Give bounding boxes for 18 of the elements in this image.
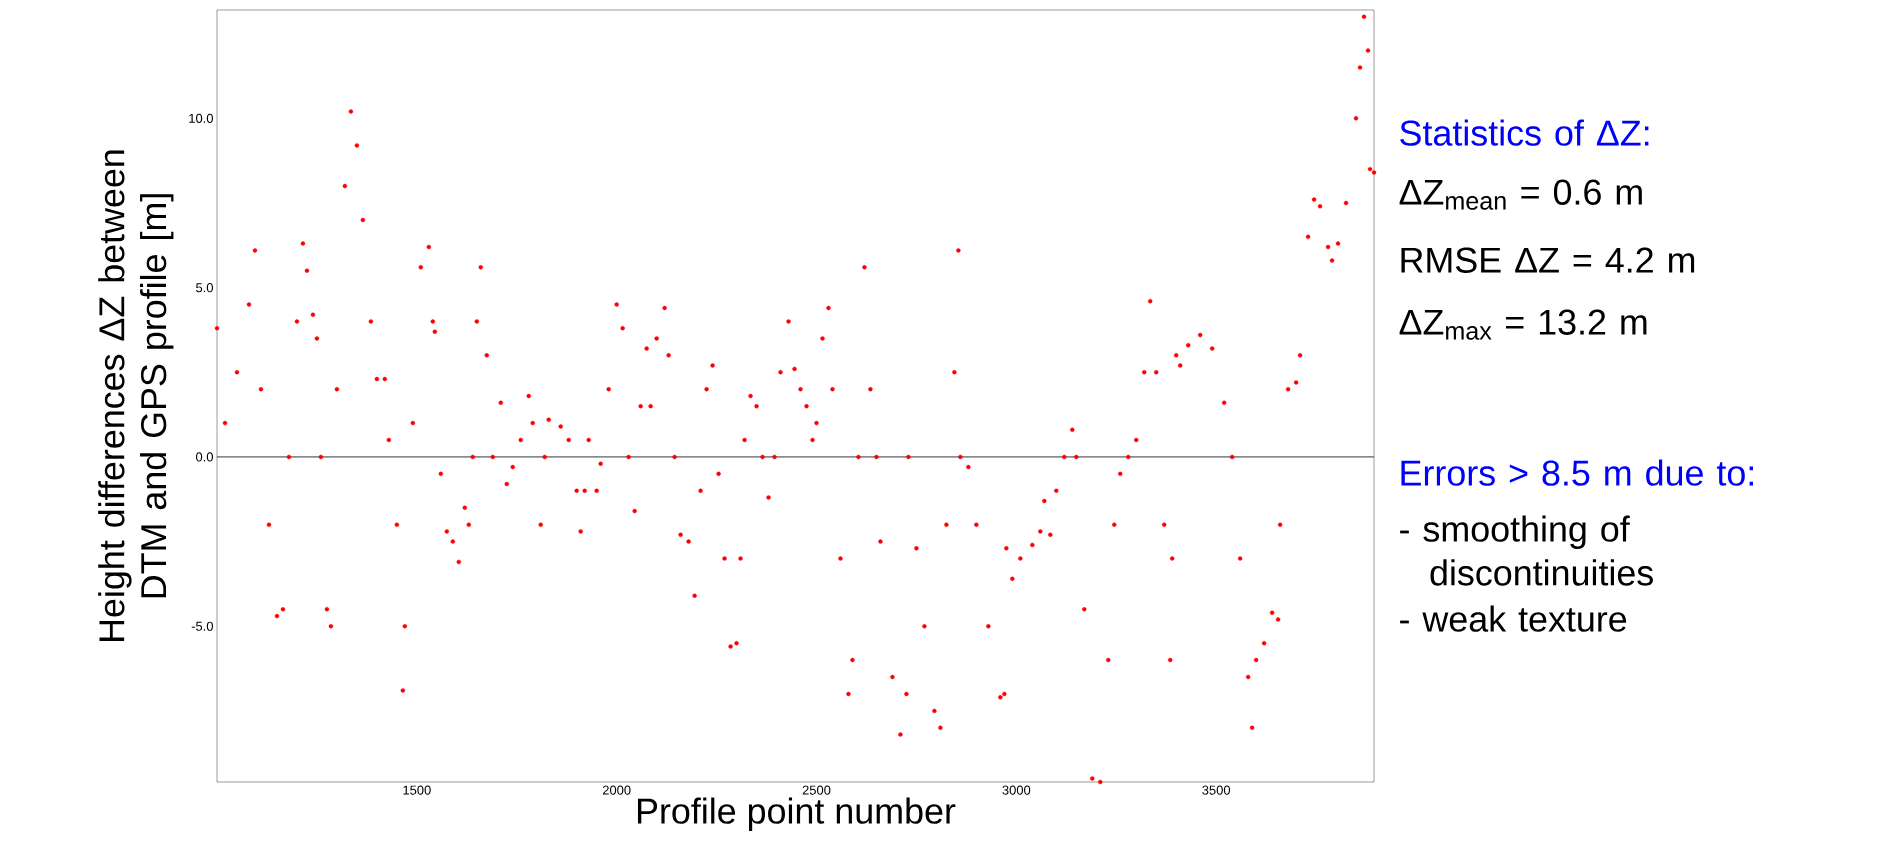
y-tick-label: 0.0 bbox=[195, 452, 213, 462]
text: ΔZ$_{mean}$ = 0.6 m bbox=[1399, 179, 1642, 210]
text: Statistics of ΔZ: bbox=[1400, 119, 1649, 146]
x-tick-label: 1500 bbox=[403, 785, 431, 795]
x-tick-label: 2500 bbox=[802, 785, 831, 795]
text: RMSE ΔZ = 4.2 m bbox=[1401, 247, 1695, 273]
text: - smoothing of discontinuities bbox=[1400, 515, 1653, 586]
y-tick-label: -5.0 bbox=[191, 621, 213, 631]
text: ΔZ$_{max}$ = 13.2 m bbox=[1399, 309, 1647, 340]
text: Errors > 8.5 m due to: bbox=[1401, 459, 1753, 486]
x-tick-label: 2000 bbox=[602, 785, 631, 795]
x-axis-title: Profile point number bbox=[637, 797, 956, 831]
text: - weak texture bbox=[1400, 605, 1627, 632]
y-axis-title: Height differences ΔZ between DTM and GPS profile [m] bbox=[98, 150, 174, 641]
x-tick-label: 3000 bbox=[1002, 785, 1031, 795]
y-tick-label: 5.0 bbox=[196, 283, 213, 293]
x-tick-label: 3500 bbox=[1202, 785, 1231, 795]
y-tick-label: 10.0 bbox=[189, 113, 213, 123]
